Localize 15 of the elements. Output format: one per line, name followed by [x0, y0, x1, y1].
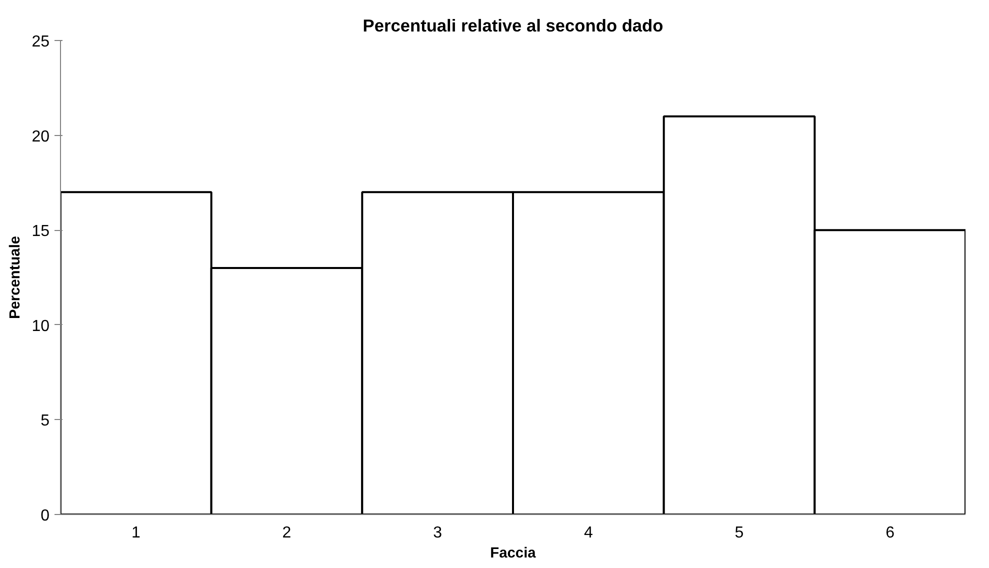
- x-tick-label: 2: [282, 524, 292, 542]
- y-tick-label: 0: [40, 508, 50, 524]
- x-tick-label: 1: [131, 524, 140, 542]
- y-tick-label: 25: [32, 34, 50, 50]
- x-tick-label: 6: [886, 524, 895, 542]
- x-tick-label: 4: [584, 524, 593, 542]
- y-tick-label: 10: [32, 318, 50, 335]
- y-axis-title: Percentuale: [8, 236, 24, 320]
- x-axis-title: Faccia: [490, 546, 537, 562]
- x-tick-label: 5: [734, 524, 744, 542]
- y-tick-label: 20: [32, 128, 50, 146]
- x-tick-label: 3: [433, 524, 442, 542]
- y-tick-label: 15: [32, 223, 50, 240]
- y-tick-label: 5: [40, 412, 50, 430]
- chart-title: Percentuali relative al secondo dado: [362, 16, 664, 36]
